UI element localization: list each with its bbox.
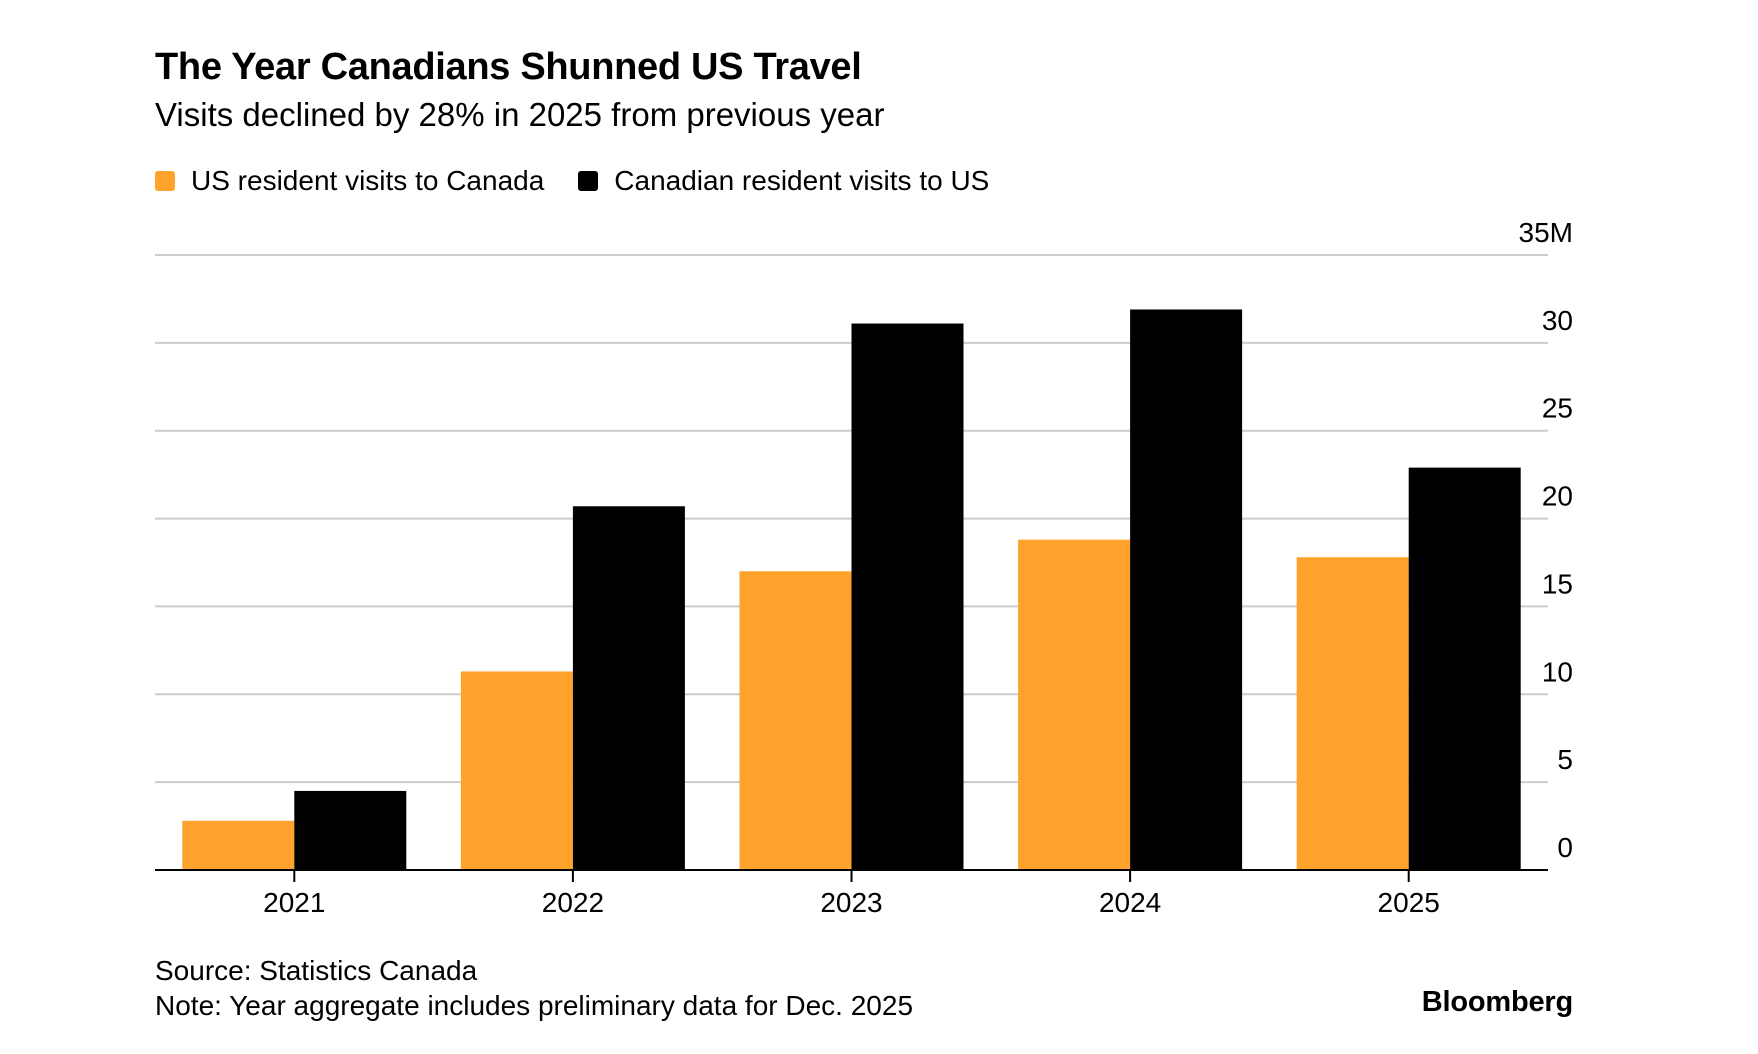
bar-2021-series-0 <box>182 820 295 870</box>
y-tick-label: 20 <box>1542 481 1573 512</box>
bar-2022-series-1 <box>572 506 685 870</box>
x-tick-label: 2021 <box>263 887 325 918</box>
chart-footer: Source: Statistics Canada Note: Year agg… <box>155 953 913 1023</box>
legend-swatch-orange <box>155 171 175 191</box>
y-tick-label: 0 <box>1557 832 1573 863</box>
legend-item-us-visits: US resident visits to Canada <box>155 165 544 197</box>
bloomberg-logo: Bloomberg <box>1421 986 1573 1018</box>
source-note: Source: Statistics Canada <box>155 955 478 986</box>
chart-title: The Year Canadians Shunned US Travel <box>155 46 862 88</box>
bar-2024-series-0 <box>1018 539 1131 870</box>
y-tick-label: 15 <box>1542 568 1573 599</box>
legend-swatch-black <box>578 171 599 191</box>
bar-2023-series-1 <box>851 323 964 870</box>
chart-legend: US resident visits to Canada Canadian re… <box>155 163 1023 199</box>
y-tick-label: 35M <box>1519 217 1573 248</box>
y-tick-label: 30 <box>1542 305 1573 336</box>
bar-2022-series-0 <box>460 671 573 870</box>
x-tick-label: 2023 <box>820 887 882 918</box>
data-note: Note: Year aggregate includes preliminar… <box>155 990 914 1021</box>
bar-2024-series-1 <box>1130 309 1243 870</box>
bar-2025-series-0 <box>1296 557 1409 870</box>
legend-label: US resident visits to Canada <box>191 165 545 196</box>
bar-2021-series-1 <box>294 790 407 870</box>
x-tick-label: 2024 <box>1099 887 1161 918</box>
x-tick-label: 2022 <box>542 887 604 918</box>
y-tick-label: 10 <box>1542 656 1573 687</box>
legend-item-canadian-visits: Canadian resident visits to US <box>578 165 989 197</box>
y-tick-label: 25 <box>1542 393 1573 424</box>
legend-label: Canadian resident visits to US <box>614 165 990 196</box>
bar-2023-series-0 <box>739 571 852 870</box>
x-tick-label: 2025 <box>1378 887 1440 918</box>
bar-2025-series-1 <box>1408 467 1521 870</box>
y-tick-label: 5 <box>1557 744 1573 775</box>
chart-subtitle: Visits declined by 28% in 2025 from prev… <box>155 96 885 133</box>
